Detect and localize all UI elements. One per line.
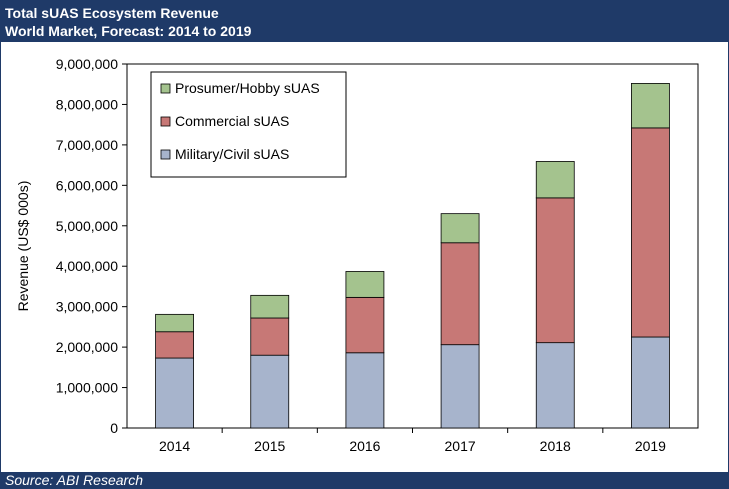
- bar-prosumer-2014: [155, 313, 194, 333]
- bar-commercial-suas-2019: [631, 127, 670, 338]
- bar-prosumer-2016: [345, 271, 385, 298]
- y-tick-label: 0: [110, 420, 118, 436]
- bar-prosumer-2015: [250, 294, 290, 319]
- bar-commercial-suas-2018: [535, 197, 575, 344]
- y-tick-label: 5,000,000: [56, 218, 118, 234]
- y-tick-label: 7,000,000: [56, 137, 118, 153]
- y-tick-label: 2,000,000: [56, 339, 118, 355]
- y-tick-label: 9,000,000: [56, 56, 118, 72]
- stacked-bar-chart: 0 1,000,000 2,000,000 3,000,000 4,000,000 5,0…: [15, 56, 699, 454]
- chart-header: Total sUAS Ecosystem Revenue World Marke…: [1, 1, 728, 42]
- x-tick-label: 2018: [540, 438, 571, 454]
- legend-swatch: [160, 83, 171, 94]
- chart-subtitle: World Market, Forecast: 2014 to 2019: [5, 23, 252, 39]
- bar-prosumer-2018: [535, 161, 575, 199]
- source-note: Source: ABI Research: [5, 472, 143, 488]
- bar-military-2018: [535, 342, 575, 429]
- bar-prosumer-2019: [631, 83, 670, 129]
- bar-prosumer-2017: [440, 213, 480, 244]
- x-tick-label: 2016: [349, 438, 380, 454]
- bar-commercial-suas-2014: [155, 331, 194, 359]
- bar-military-2015: [250, 354, 290, 429]
- x-tick-label: 2015: [254, 438, 285, 454]
- bar-commercial-suas-2015: [250, 317, 290, 356]
- legend-label: Military/Civil sUAS: [175, 146, 289, 162]
- bar-commercial-suas-2017: [440, 242, 480, 346]
- y-tick-label: 8,000,000: [56, 96, 118, 112]
- legend: [150, 71, 347, 178]
- x-tick-label: 2019: [635, 438, 666, 454]
- bar-commercial-suas-2016: [345, 296, 385, 354]
- y-tick-label: 6,000,000: [56, 177, 118, 193]
- y-tick-label: 1,000,000: [56, 380, 118, 396]
- bar-military-2019: [631, 336, 670, 429]
- y-tick-label: 3,000,000: [56, 299, 118, 315]
- bar-military-2014: [155, 357, 194, 429]
- chart-title: Total sUAS Ecosystem Revenue: [5, 5, 219, 21]
- legend-swatch: [160, 149, 171, 160]
- legend-label: Commercial sUAS: [175, 113, 289, 129]
- x-tick-label: 2017: [445, 438, 476, 454]
- y-axis-label: Revenue (US$ 000s): [15, 181, 31, 312]
- legend-label: Prosumer/Hobby sUAS: [175, 80, 320, 96]
- x-tick-label: 2014: [159, 438, 190, 454]
- bar-military-2016: [345, 352, 385, 429]
- bar-military-2017: [440, 344, 480, 429]
- y-tick-label: 4,000,000: [56, 258, 118, 274]
- chart-footer: Source: ABI Research: [1, 472, 728, 488]
- legend-swatch: [160, 116, 171, 127]
